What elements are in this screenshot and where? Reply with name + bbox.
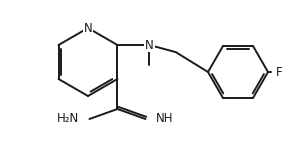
Text: F: F (276, 65, 283, 79)
Text: N: N (84, 22, 92, 34)
Text: NH: NH (155, 113, 173, 126)
Text: H₂N: H₂N (57, 113, 80, 126)
Text: N: N (145, 38, 154, 51)
